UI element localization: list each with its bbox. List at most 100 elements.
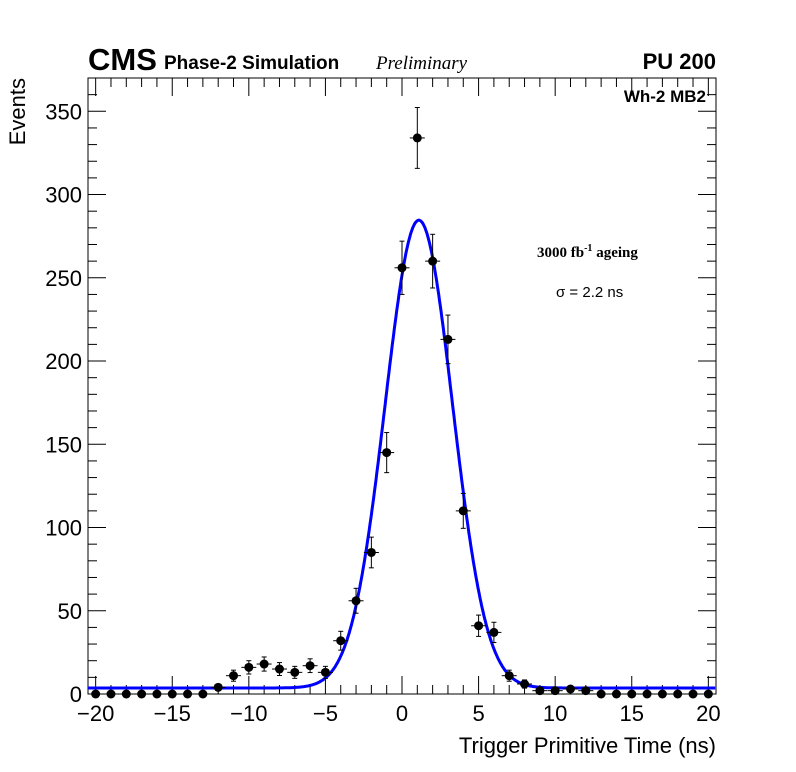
data-point: [195, 689, 211, 699]
data-marker: [443, 334, 453, 344]
ageing-annotation: 3000 fb-1 ageing: [537, 243, 638, 261]
sigma-annotation: σ = 2.2 ns: [556, 284, 623, 301]
data-marker: [198, 689, 208, 699]
data-point: [593, 689, 609, 699]
data-marker: [336, 636, 346, 646]
y-tick-label: 300: [45, 183, 82, 208]
y-axis-label: Events: [5, 78, 30, 145]
data-marker: [428, 256, 438, 266]
data-marker: [259, 659, 269, 669]
y-tick-label: 200: [45, 349, 82, 374]
data-marker: [152, 689, 162, 699]
data-marker: [520, 679, 530, 689]
data-point: [333, 630, 349, 651]
data-marker: [550, 686, 560, 696]
data-point: [608, 689, 624, 699]
data-point: [287, 665, 303, 679]
data-point: [88, 689, 104, 699]
data-marker: [412, 133, 422, 143]
data-point: [517, 679, 533, 689]
x-tick-label: 15: [620, 701, 644, 726]
data-marker: [213, 682, 223, 692]
plot-frame: [87, 77, 717, 695]
y-tick-label: 150: [45, 432, 82, 457]
data-point: [486, 621, 502, 644]
data-point: [302, 658, 318, 674]
data-point: [134, 689, 150, 699]
data-marker: [611, 689, 621, 699]
x-tick-label: 10: [543, 701, 567, 726]
data-point: [317, 665, 333, 679]
data-marker: [274, 664, 284, 674]
data-marker: [703, 689, 713, 699]
data-marker: [458, 506, 468, 516]
data-marker: [91, 689, 101, 699]
data-point: [685, 689, 701, 699]
y-tick-label: 0: [70, 682, 82, 707]
data-marker: [106, 689, 116, 699]
data-point: [363, 536, 379, 569]
data-marker: [504, 671, 514, 681]
data-marker: [688, 689, 698, 699]
title-preliminary: Preliminary: [375, 53, 468, 74]
data-point: [409, 107, 425, 169]
data-point: [118, 689, 134, 699]
data-point: [271, 662, 287, 676]
data-point: [379, 432, 395, 474]
data-point: [164, 689, 180, 699]
y-tick-label: 350: [45, 99, 82, 124]
data-point: [654, 689, 670, 699]
chamber-label: Wh-2 MB2: [624, 87, 706, 106]
y-tick-label: 250: [45, 266, 82, 291]
data-marker: [320, 667, 330, 677]
data-point: [180, 689, 196, 699]
data-marker: [673, 689, 683, 699]
data-marker: [290, 667, 300, 677]
data-point: [700, 689, 716, 699]
data-marker: [474, 621, 484, 631]
title-simulation: Phase-2 Simulation: [164, 53, 339, 74]
title-cms: CMS: [88, 42, 157, 77]
x-axis-label: Trigger Primitive Time (ns): [459, 733, 716, 758]
x-tick-label: −15: [154, 701, 191, 726]
y-tick-label: 100: [45, 516, 82, 541]
x-tick-label: −5: [313, 701, 338, 726]
data-marker: [366, 547, 376, 557]
data-point: [210, 682, 226, 692]
data-point: [624, 689, 640, 699]
data-marker: [137, 689, 147, 699]
data-marker: [382, 448, 392, 458]
data-point: [394, 240, 410, 295]
data-point: [578, 686, 594, 696]
title-pileup: PU 200: [643, 49, 716, 74]
data-marker: [121, 689, 131, 699]
data-point: [256, 656, 272, 672]
data-point: [348, 587, 364, 614]
data-marker: [642, 689, 652, 699]
data-marker: [535, 686, 545, 696]
data-marker: [229, 671, 239, 681]
data-point: [455, 492, 471, 529]
data-point: [425, 233, 441, 289]
data-point: [562, 684, 578, 694]
y-tick-label: 50: [58, 599, 82, 624]
data-marker: [183, 689, 193, 699]
data-point: [471, 614, 487, 637]
x-tick-label: −10: [230, 701, 267, 726]
data-point: [639, 689, 655, 699]
data-point: [501, 669, 517, 682]
data-marker: [596, 689, 606, 699]
data-point: [149, 689, 165, 699]
data-marker: [167, 689, 177, 699]
x-tick-label: 0: [396, 701, 408, 726]
data-point: [670, 689, 686, 699]
data-point: [103, 689, 119, 699]
data-marker: [565, 684, 575, 694]
data-marker: [581, 686, 591, 696]
x-tick-label: −20: [77, 701, 114, 726]
data-marker: [627, 689, 637, 699]
data-marker: [489, 627, 499, 637]
data-point: [547, 686, 563, 696]
data-marker: [397, 263, 407, 273]
